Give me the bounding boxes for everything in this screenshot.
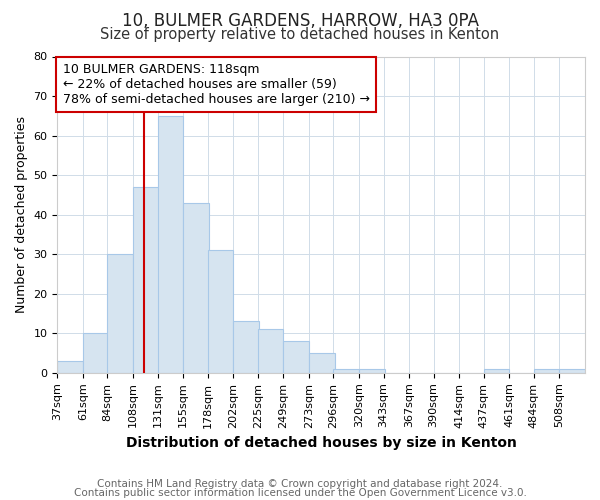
- X-axis label: Distribution of detached houses by size in Kenton: Distribution of detached houses by size …: [126, 436, 517, 450]
- Text: Size of property relative to detached houses in Kenton: Size of property relative to detached ho…: [100, 28, 500, 42]
- Bar: [258, 330, 283, 373]
- Bar: [58, 361, 83, 373]
- Bar: [484, 369, 509, 373]
- Text: Contains public sector information licensed under the Open Government Licence v3: Contains public sector information licen…: [74, 488, 526, 498]
- Bar: [233, 322, 259, 373]
- Bar: [309, 353, 335, 373]
- Bar: [133, 187, 158, 373]
- Text: 10, BULMER GARDENS, HARROW, HA3 0PA: 10, BULMER GARDENS, HARROW, HA3 0PA: [121, 12, 479, 30]
- Bar: [158, 116, 183, 373]
- Bar: [334, 369, 359, 373]
- Bar: [534, 369, 559, 373]
- Text: 10 BULMER GARDENS: 118sqm
← 22% of detached houses are smaller (59)
78% of semi-: 10 BULMER GARDENS: 118sqm ← 22% of detac…: [62, 63, 370, 106]
- Bar: [359, 369, 385, 373]
- Bar: [559, 369, 585, 373]
- Bar: [208, 250, 233, 373]
- Bar: [183, 203, 209, 373]
- Y-axis label: Number of detached properties: Number of detached properties: [15, 116, 28, 313]
- Text: Contains HM Land Registry data © Crown copyright and database right 2024.: Contains HM Land Registry data © Crown c…: [97, 479, 503, 489]
- Bar: [83, 334, 109, 373]
- Bar: [107, 254, 133, 373]
- Bar: [283, 341, 309, 373]
